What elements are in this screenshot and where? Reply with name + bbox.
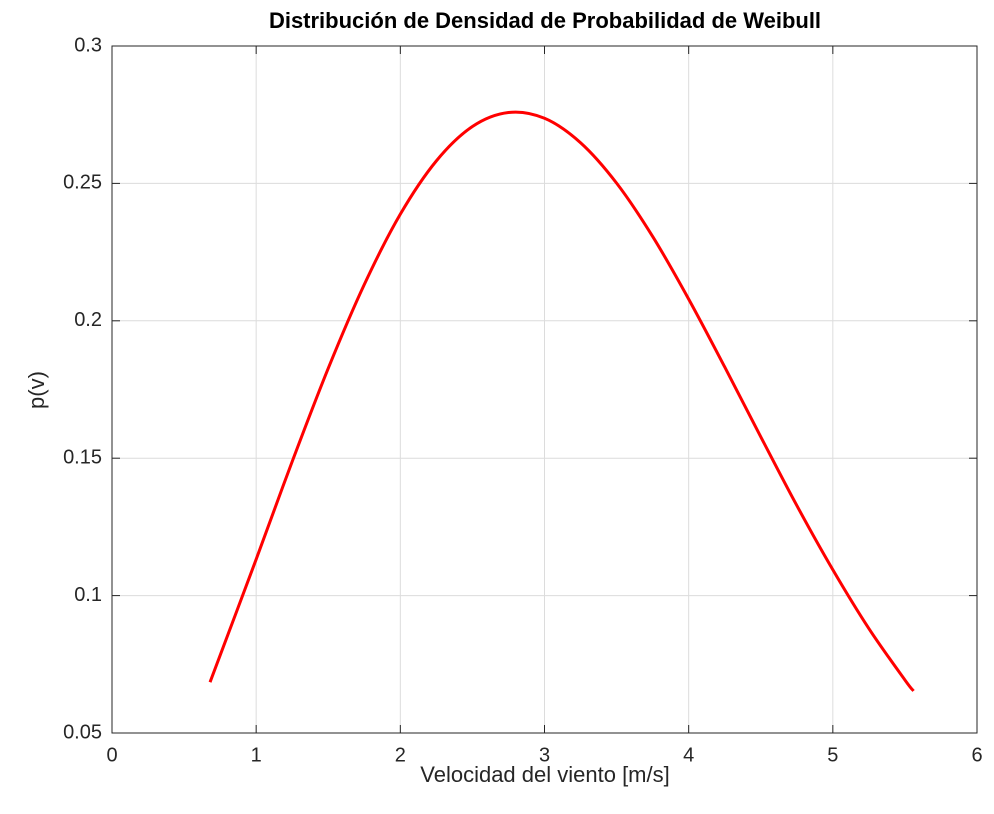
x-tick-label: 3 [539, 744, 550, 766]
y-tick-label: 0.3 [74, 34, 102, 56]
axes-box [111, 45, 978, 734]
x-axis-label: Velocidad del viento [m/s] [420, 762, 669, 787]
x-tick-label: 6 [971, 744, 982, 766]
x-tick-label: 2 [395, 744, 406, 766]
x-tick-label: 1 [251, 744, 262, 766]
y-tick-label: 0.2 [74, 309, 102, 331]
y-tick-label: 0.15 [63, 446, 102, 468]
line-series [208, 110, 915, 692]
y-tick-label: 0.05 [63, 721, 102, 743]
y-axis-label: p(v) [24, 371, 49, 409]
x-tick-label: 4 [683, 744, 694, 766]
x-tick-label: 5 [827, 744, 838, 766]
y-tick-label: 0.1 [74, 584, 102, 606]
chart-title: Distribución de Densidad de Probabilidad… [269, 8, 821, 33]
y-tick-label: 0.25 [63, 172, 102, 194]
x-tick-label: 0 [106, 744, 117, 766]
